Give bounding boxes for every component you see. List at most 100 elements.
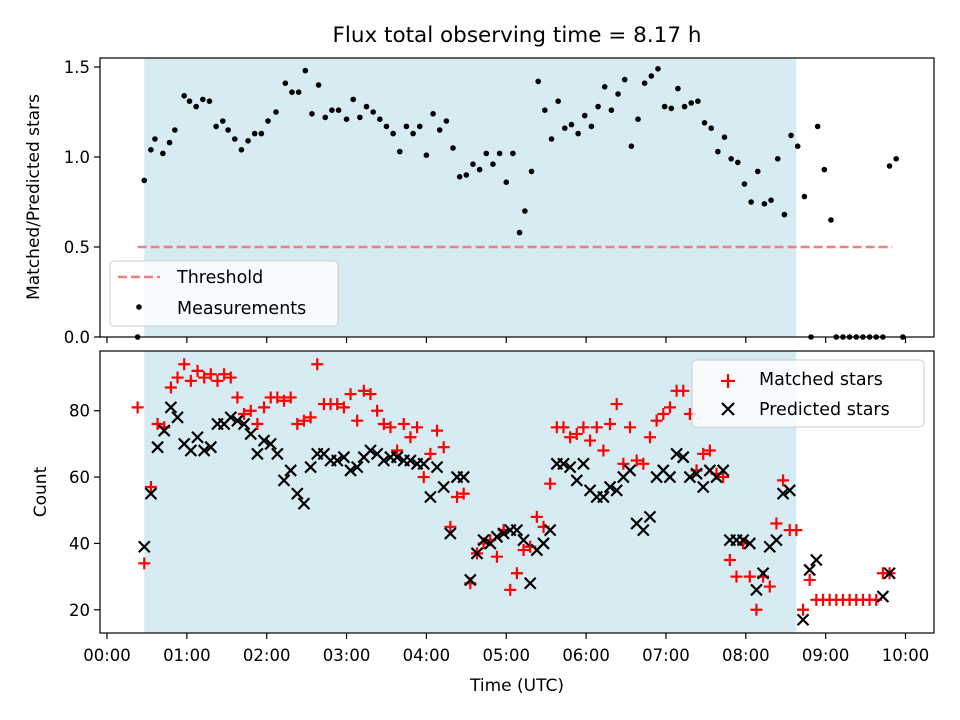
predicted-star-point	[490, 530, 504, 544]
measurement-point	[735, 159, 741, 166]
measurement-point	[688, 100, 695, 106]
matched-star-point	[437, 441, 450, 454]
measurement-point	[608, 107, 615, 113]
matched-star-point	[424, 447, 437, 460]
measurement-point	[172, 127, 178, 133]
measurement-point	[562, 125, 568, 131]
measurement-point	[258, 130, 265, 137]
measurement-point	[681, 103, 688, 110]
matched-star-point	[198, 371, 211, 384]
predicted-star-point	[330, 454, 344, 467]
predicted-star-point	[377, 454, 391, 467]
matched-star-point	[311, 358, 324, 371]
predicted-star-point	[224, 411, 238, 424]
matched-star-point	[577, 421, 590, 434]
top-y-tick-label: 0.5	[64, 238, 90, 257]
measurement-point	[522, 208, 528, 214]
matched-star-point	[743, 570, 756, 583]
predicted-star-point	[191, 430, 204, 444]
matched-star-point	[191, 364, 204, 377]
predicted-star-point	[597, 490, 610, 504]
measurement-point	[289, 89, 295, 95]
matched-star-point	[797, 603, 810, 616]
measurement-point	[496, 150, 503, 157]
predicted-star-point	[444, 527, 457, 540]
predicted-star-point	[796, 613, 810, 627]
measurement-point	[761, 201, 768, 207]
predicted-star-point	[291, 487, 304, 500]
measurement-point	[555, 98, 561, 104]
measurement-point	[295, 89, 302, 95]
measurement-point	[635, 116, 641, 122]
predicted-star-point	[623, 464, 637, 477]
measurement-point	[601, 84, 608, 90]
measurement-point	[265, 118, 271, 124]
measurement-point	[794, 143, 801, 149]
matched-star-point	[637, 457, 650, 470]
predicted-star-point	[417, 457, 431, 471]
predicted-star-point	[670, 447, 683, 461]
measurement-point	[357, 114, 363, 121]
predicted-star-point	[577, 457, 590, 471]
matched-star-point	[663, 401, 676, 414]
measurement-point	[430, 111, 436, 117]
predicted-star-point	[743, 537, 757, 550]
matched-star-point	[251, 417, 264, 430]
matched-star-point	[184, 374, 197, 387]
measurement-point	[503, 179, 510, 185]
matched-star-point	[404, 431, 417, 444]
measurement-point	[238, 147, 245, 153]
measurement-point	[450, 145, 456, 151]
predicted-star-point	[736, 533, 750, 547]
measurement-point	[363, 103, 370, 110]
predicted-star-point	[284, 464, 297, 477]
measurement-point	[335, 107, 342, 113]
bottom-x-tick-label: 07:00	[642, 646, 690, 665]
predicted-star-point	[756, 567, 770, 580]
matched-star-point	[431, 424, 444, 437]
predicted-star-point	[883, 567, 896, 580]
predicted-star-point	[197, 444, 211, 457]
predicted-star-point	[810, 553, 823, 567]
measurement-point	[213, 123, 219, 130]
measurement-point	[186, 98, 193, 104]
predicted-star-point	[404, 454, 417, 467]
measurement-point	[801, 193, 808, 200]
bottom-legend: Matched stars Predicted stars	[691, 359, 925, 428]
predicted-star-point	[277, 474, 291, 487]
measurement-point	[160, 150, 166, 157]
predicted-star-point	[470, 547, 484, 560]
measurement-point	[695, 98, 701, 104]
bottom-x-tick-label: 09:00	[802, 646, 850, 665]
measurement-point	[628, 143, 635, 149]
measurement-point	[383, 123, 390, 130]
matched-star-point	[351, 414, 364, 427]
matched-star-point	[564, 431, 577, 444]
matched-star-point	[171, 371, 184, 384]
measurement-point	[436, 127, 443, 133]
predicted-star-point	[390, 450, 404, 464]
matched-star-point	[650, 414, 663, 427]
predicted-star-point	[696, 480, 710, 494]
predicted-star-point	[137, 540, 151, 554]
measurement-point	[788, 132, 794, 139]
matched-star-point	[271, 391, 284, 404]
predicted-star-point	[204, 440, 218, 454]
measurement-point	[193, 103, 199, 110]
matched-star-point	[344, 388, 357, 401]
measurement-point	[774, 156, 781, 162]
measurement-point	[528, 168, 535, 175]
top-y-axis-label: Matched/Predicted stars	[24, 94, 44, 300]
measurement-point	[516, 229, 523, 236]
chart-title: Flux total observing time = 8.17 h	[333, 23, 702, 48]
predicted-star-point	[510, 523, 524, 537]
measurement-point	[273, 109, 279, 115]
measurement-point	[315, 82, 322, 88]
predicted-star-point	[297, 497, 311, 510]
measurement-point	[715, 148, 721, 155]
predicted-star-point	[344, 464, 357, 477]
measurement-point	[456, 174, 463, 180]
predicted-star-point	[144, 487, 158, 500]
matched-star-point	[750, 603, 763, 616]
matched-star-point	[617, 457, 630, 470]
